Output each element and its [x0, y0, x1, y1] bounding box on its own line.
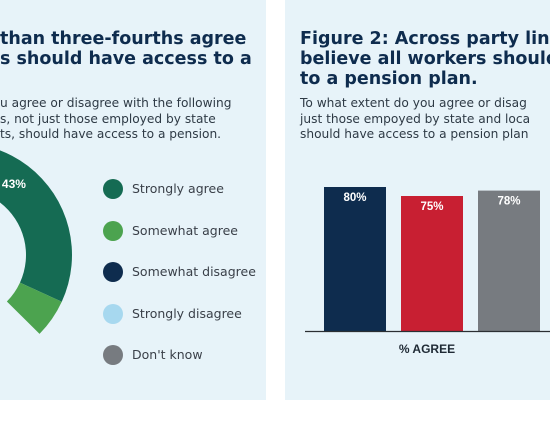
donut-data-label: 43% [2, 177, 26, 191]
right-title-line-1: Across party lin [388, 29, 550, 49]
right-question-line-2: just those empoyed by state and loca [300, 111, 531, 126]
donut-slice-strongly-agree [0, 150, 72, 302]
right-title-line-3: to a pension plan. [300, 69, 478, 89]
legend-label: Somewhat disagree [132, 264, 256, 279]
left-title-line-2: s should have access to a [0, 49, 252, 69]
figure-label: Figure 2: [300, 29, 389, 49]
bar-chart: 80% 75% 78% % AGREE [305, 187, 550, 356]
legend-label: Don't know [132, 347, 203, 362]
left-panel-question: u agree or disagree with the following s… [0, 96, 231, 143]
left-question-line-2: s, not just those employed by state [0, 111, 216, 126]
left-title-line-1: than three-fourths agree [0, 29, 247, 49]
bar [324, 187, 386, 331]
legend-swatch [103, 220, 123, 241]
bar [478, 190, 540, 331]
legend-swatch [103, 262, 123, 282]
left-panel-title: than three-fourths agree s should have a… [0, 29, 252, 69]
right-panel-question: To what extent do you agree or disag jus… [300, 96, 530, 143]
x-axis-label: % AGREE [399, 342, 455, 356]
donut-chart: 43% [0, 150, 72, 334]
legend-label: Strongly disagree [132, 305, 242, 321]
right-title-line-2: believe all workers should [300, 49, 550, 69]
left-panel: than three-fourths agree s should have a… [0, 0, 266, 400]
right-question-line-3: should have access to a pension plan [300, 127, 529, 141]
donut-slice-somewhat-agree [6, 282, 62, 334]
legend-swatch [103, 345, 123, 365]
left-question-line-3: ts, should have access to a pension. [0, 127, 222, 141]
right-panel-title: Figure 2: Across party lin believe all w… [300, 29, 550, 89]
right-question-line-1: To what extent do you agree or disag [300, 96, 527, 110]
bar-data-label: 78% [497, 196, 520, 208]
legend-label: Strongly agree [132, 181, 224, 196]
legend-swatch [103, 179, 123, 199]
bar-data-label: 80% [343, 192, 366, 204]
left-question-line-1: u agree or disagree with the following [0, 96, 232, 110]
legend-label: Somewhat agree [132, 222, 238, 238]
bar [401, 196, 463, 331]
right-panel: Figure 2: Across party lin believe all w… [285, 0, 550, 400]
bar-data-label: 75% [420, 201, 443, 213]
legend-swatch [103, 303, 123, 324]
